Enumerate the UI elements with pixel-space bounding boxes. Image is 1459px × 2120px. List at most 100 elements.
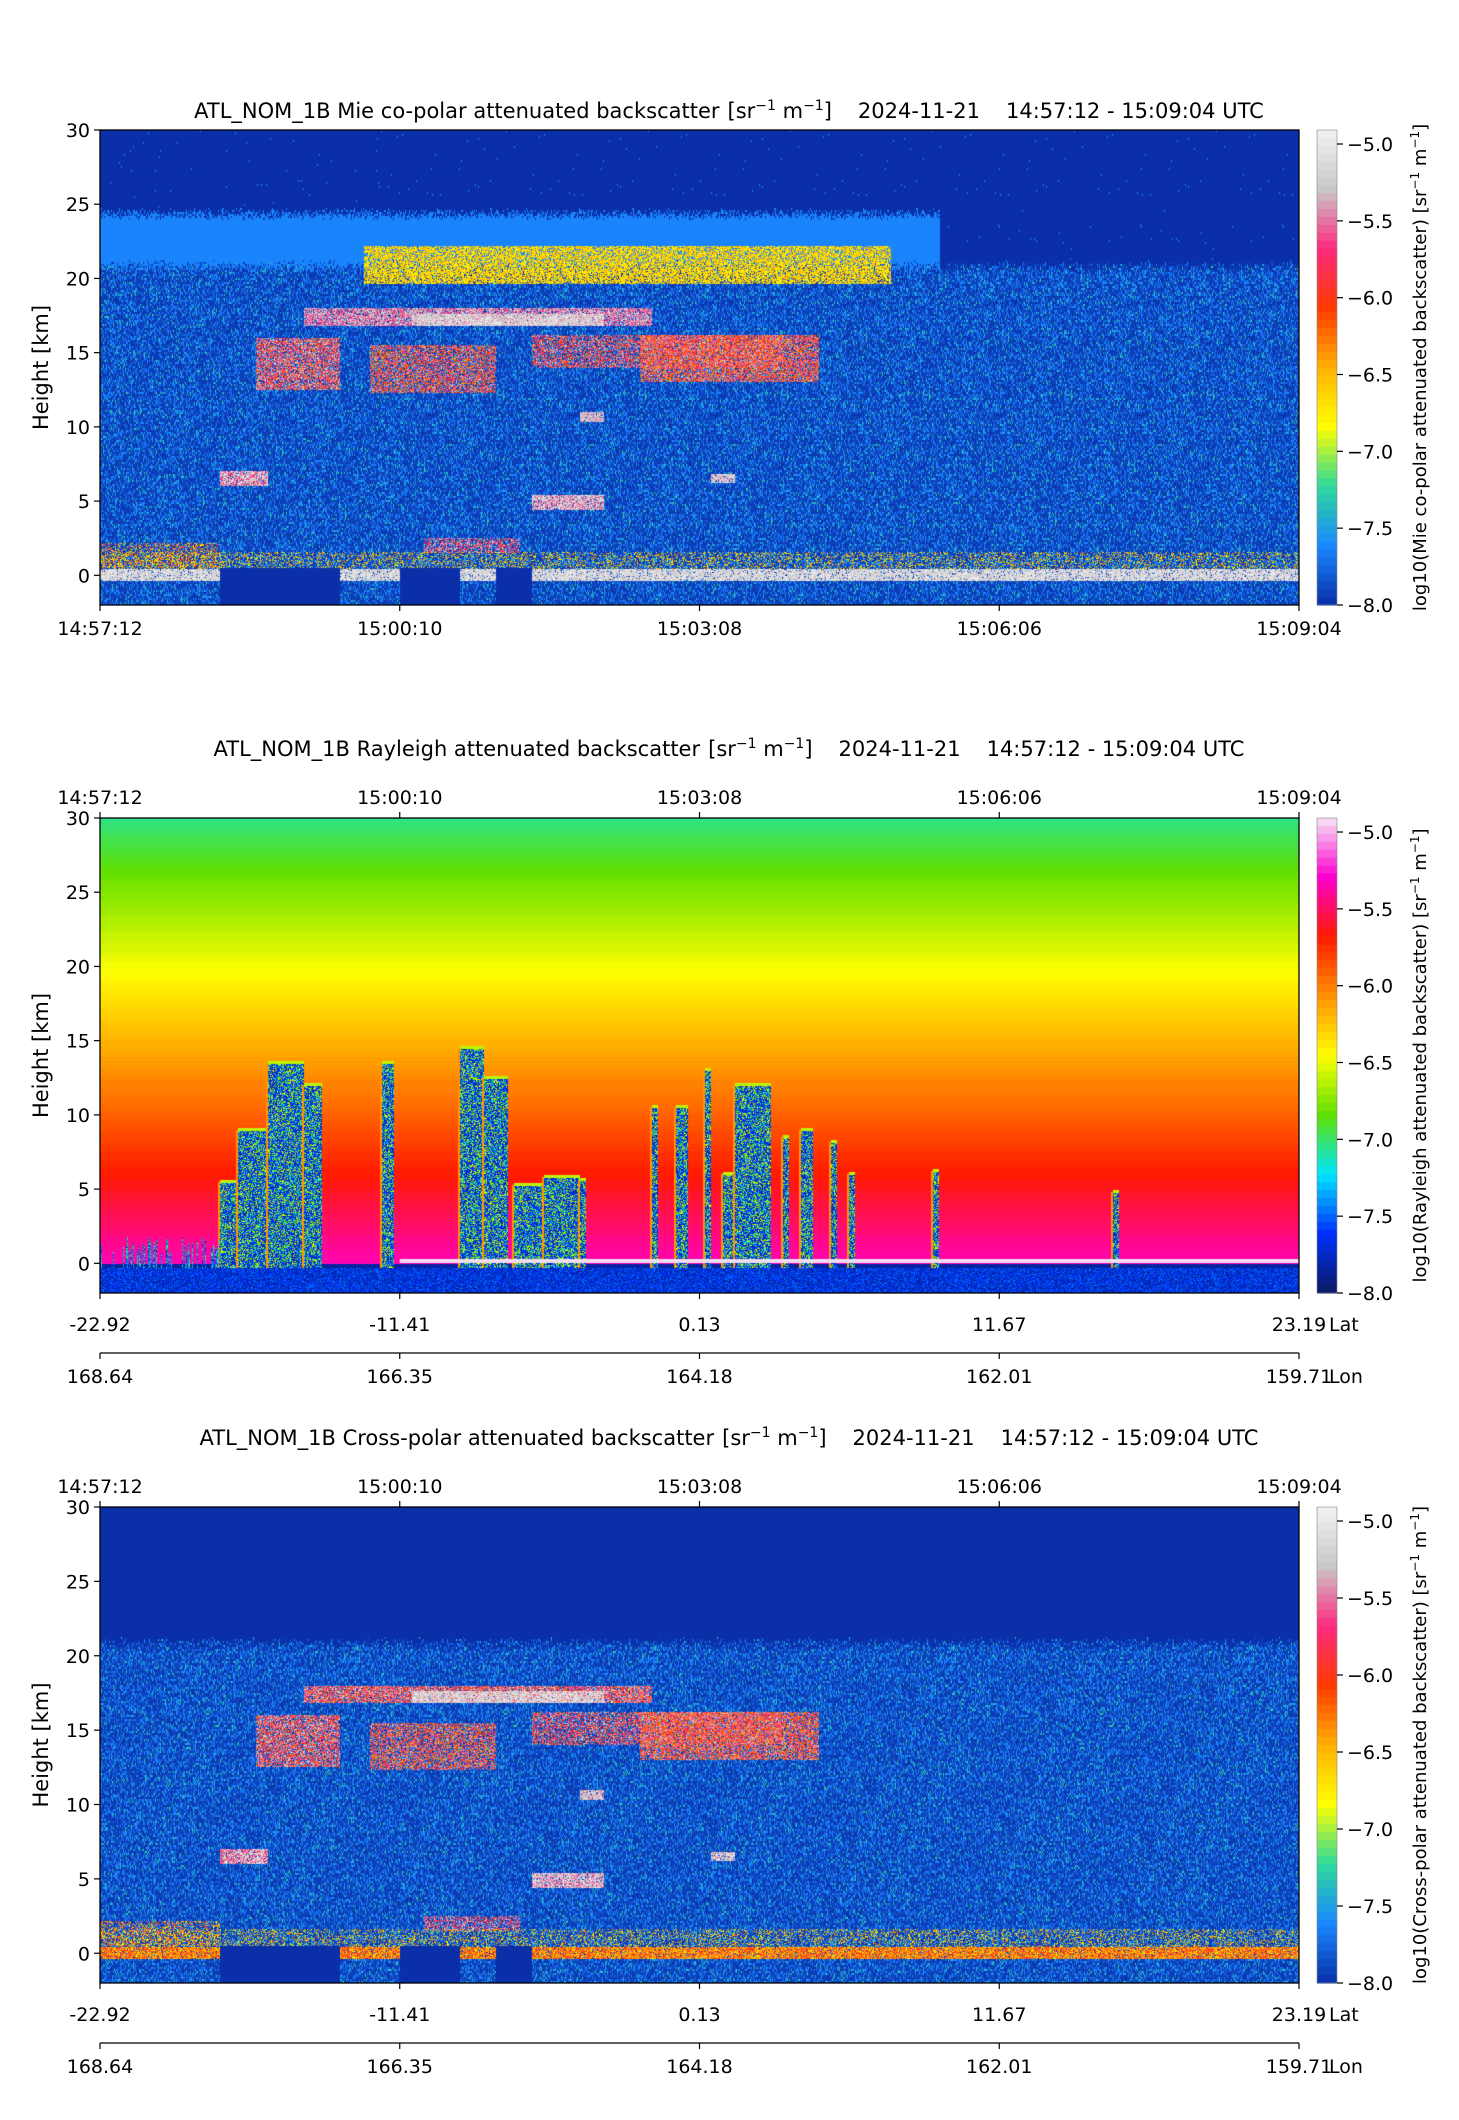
colorbar-segment [1317, 1530, 1337, 1540]
colorbar-segment [1317, 1538, 1337, 1548]
colorbar-segment [1317, 312, 1337, 321]
colorbar-segment [1317, 1023, 1337, 1033]
time-tick-label: 15:00:10 [357, 1476, 442, 1498]
colorbar-segment [1317, 1919, 1337, 1929]
colorbar-segment [1317, 889, 1337, 898]
colorbar-tick-label: −5.0 [1347, 134, 1393, 156]
colorbar-segment [1317, 430, 1337, 440]
colorbar-segment [1317, 1895, 1337, 1905]
colorbar-segment [1317, 1967, 1337, 1976]
colorbar-segment [1317, 415, 1337, 424]
y-tick-label: 10 [66, 1105, 90, 1127]
colorbar-tick-label: −7.0 [1347, 441, 1393, 463]
colorbar-tick-label: −7.0 [1347, 1819, 1393, 1841]
colorbar-segment [1317, 1626, 1337, 1635]
colorbar-tick-label: −8.0 [1347, 1283, 1393, 1305]
colorbar-segment [1317, 1578, 1337, 1587]
colorbar-segment [1317, 936, 1337, 946]
colorbar-segment [1317, 1285, 1337, 1294]
colorbar-segment [1317, 1015, 1337, 1025]
colorbar-segment [1317, 161, 1337, 171]
colorbar-segment [1317, 1824, 1337, 1833]
colorbar-segment [1317, 272, 1337, 282]
time-tick-label: 14:57:12 [57, 618, 142, 640]
colorbar-segment [1317, 359, 1337, 369]
colorbar-segment [1317, 177, 1337, 187]
colorbar-segment [1317, 952, 1337, 962]
lon-tick-label: 168.64 [67, 1366, 133, 1388]
lon-tick-label: 166.35 [367, 1366, 433, 1388]
colorbar-segment [1317, 581, 1337, 590]
colorbar-segment [1317, 225, 1337, 234]
colorbar-segment [1317, 1760, 1337, 1770]
colorbar-tick-label: −5.0 [1347, 822, 1393, 844]
time-tick-label: 15:06:06 [957, 787, 1042, 809]
colorbar-segment [1317, 1237, 1337, 1247]
colorbar-segment [1317, 1879, 1337, 1889]
colorbar-segment [1317, 494, 1337, 503]
colorbar-segment [1317, 1213, 1337, 1223]
colorbar-tick-label: −6.5 [1347, 1742, 1393, 1764]
colorbar-segment [1317, 1800, 1337, 1810]
colorbar-tick-label: −5.0 [1347, 1511, 1393, 1533]
lon-axis-label: Lon [1329, 2056, 1363, 2078]
colorbar-segment [1317, 549, 1337, 559]
heatmap-image [100, 818, 1299, 1293]
time-tick-label: 15:09:04 [1256, 618, 1341, 640]
colorbar-segment [1317, 1126, 1337, 1136]
colorbar-segment [1317, 1871, 1337, 1881]
colorbar-segment [1317, 533, 1337, 543]
colorbar-segment [1317, 589, 1337, 598]
colorbar-segment [1317, 1848, 1337, 1857]
colorbar-tick-label: −7.5 [1347, 518, 1393, 540]
title-text: ATL_NOM_1B Mie co-polar attenuated backs… [194, 99, 720, 124]
colorbar-segment [1317, 1039, 1337, 1049]
colorbar-segment [1317, 462, 1337, 472]
colorbar-segment [1317, 1261, 1337, 1270]
colorbar-segment [1317, 383, 1337, 392]
colorbar-segment [1317, 873, 1337, 882]
lat-axis-label: Lat [1329, 1314, 1359, 1336]
y-axis-label: Height [km] [29, 1682, 53, 1807]
time-tick-label: 15:03:08 [657, 1476, 742, 1498]
colorbar-segment [1317, 1087, 1337, 1096]
colorbar-segment [1317, 391, 1337, 400]
colorbar-segment [1317, 1641, 1337, 1651]
title-units: [sr [728, 99, 756, 123]
colorbar-segment [1317, 992, 1337, 1001]
colorbar-segment [1317, 541, 1337, 551]
colorbar-segment [1317, 478, 1337, 487]
colorbar-label-text: log10(Rayleigh attenuated backscatter) [… [1410, 894, 1431, 1283]
colorbar-segment [1317, 1633, 1337, 1643]
colorbar-segment [1317, 913, 1337, 922]
colorbar-segment [1317, 1229, 1337, 1239]
title-date: 2024-11-21 [858, 99, 980, 123]
colorbar-segment [1317, 399, 1337, 408]
colorbar-segment [1317, 193, 1337, 202]
lon-tick-label: 168.64 [67, 2056, 133, 2078]
y-tick-label: 30 [66, 120, 90, 142]
chart-title: ATL_NOM_1B Cross-polar attenuated backsc… [200, 1425, 1259, 1451]
colorbar-segment [1317, 968, 1337, 977]
colorbar-segment [1317, 1752, 1337, 1762]
colorbar-segment [1317, 825, 1337, 835]
colorbar-segment [1317, 256, 1337, 266]
colorbar-segment [1317, 1190, 1337, 1199]
colorbar-segment [1317, 1721, 1337, 1730]
colorbar-segment [1317, 976, 1337, 985]
title-units: [sr [708, 737, 736, 761]
colorbar-segment [1317, 944, 1337, 954]
colorbar-segment [1317, 367, 1337, 377]
colorbar-segment [1317, 517, 1337, 527]
colorbar-segment [1317, 296, 1337, 305]
colorbar-segment [1317, 1951, 1337, 1960]
colorbar-segment [1317, 169, 1337, 179]
colorbar-segment [1317, 1055, 1337, 1065]
colorbar-segment [1317, 1071, 1337, 1080]
lat-tick-label: 11.67 [972, 1314, 1026, 1336]
colorbar-segment [1317, 1103, 1337, 1112]
colorbar-segment [1317, 1095, 1337, 1104]
colorbar-segment [1317, 818, 1337, 827]
colorbar-label: log10(Cross-polar attenuated backscatter… [1408, 1506, 1431, 1984]
y-tick-label: 25 [66, 194, 90, 216]
